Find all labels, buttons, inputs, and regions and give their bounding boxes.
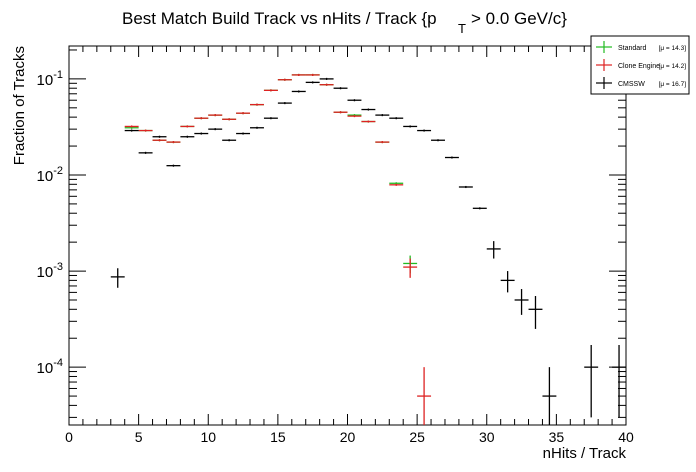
x-tick-label: 0	[65, 429, 73, 445]
y-tick-label-exponent: -4	[53, 357, 63, 369]
x-axis-label: nHits / Track	[543, 445, 627, 462]
legend-mu: [μ = 14.3]	[659, 45, 687, 52]
y-tick-label: 10-2	[37, 165, 63, 185]
plot-frame	[68, 45, 627, 426]
chart-title-main: Best Match Build Track vs nHits / Track …	[122, 9, 437, 28]
legend-mu: [μ = 16.7]	[659, 81, 687, 88]
plot-area	[110, 73, 626, 425]
chart-title-subscript: T	[458, 21, 466, 36]
legend-mu: [μ = 14.2]	[659, 63, 687, 70]
x-tick-label: 35	[549, 429, 565, 445]
legend: Standard [μ = 14.3] Clone Engine[μ = 14.2]…	[590, 35, 690, 95]
x-tick-label: 30	[479, 429, 495, 445]
y-tick-label: 10-4	[37, 357, 63, 377]
y-tick-label-base: 10	[37, 72, 54, 89]
x-tick-label: 20	[340, 429, 356, 445]
x-axis: 0 5 10 15 20 25 30 35 40	[65, 46, 634, 445]
y-axis: 10-410-310-210-1	[37, 49, 626, 418]
x-tick-label: 5	[135, 429, 143, 445]
x-tick-label: 15	[270, 429, 286, 445]
series-standard	[124, 73, 418, 274]
chart-title: Best Match Build Track vs nHits / Track …	[0, 7, 696, 37]
series-clone-engine	[124, 73, 432, 425]
y-tick-label-base: 10	[37, 168, 54, 185]
y-tick-label-exponent: -3	[53, 261, 63, 273]
legend-label: CMSSW	[618, 81, 645, 88]
x-tick-label: 10	[200, 429, 216, 445]
legend-label: Clone Engine	[618, 63, 660, 70]
y-tick-label-exponent: -2	[53, 165, 63, 177]
y-tick-label-exponent: -1	[53, 69, 63, 81]
x-tick-label: 25	[409, 429, 425, 445]
series-cmssw	[110, 77, 626, 425]
y-tick-label-base: 10	[37, 360, 54, 377]
chart-title-tail: > 0.0 GeV/c}	[471, 9, 567, 28]
y-tick-label: 10-1	[37, 69, 63, 89]
y-tick-label: 10-3	[37, 261, 63, 281]
y-axis-label: Fraction of Tracks	[11, 46, 28, 165]
x-tick-label: 40	[618, 429, 634, 445]
legend-label: Standard	[618, 45, 647, 52]
y-tick-label-base: 10	[37, 264, 54, 281]
